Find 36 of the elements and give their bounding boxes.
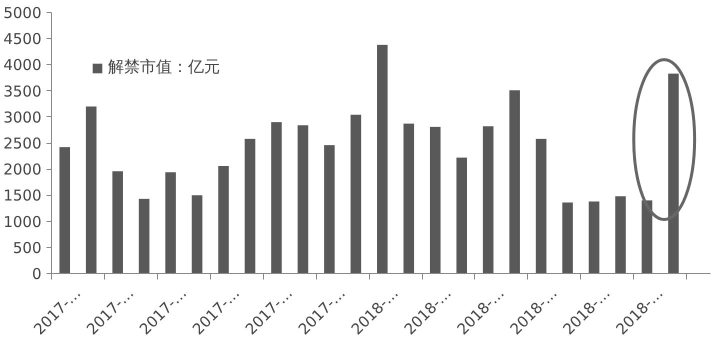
bar <box>430 126 441 274</box>
y-tick-label: 500 <box>12 238 42 257</box>
y-tick-label: 2000 <box>3 160 42 179</box>
bar <box>298 125 308 274</box>
bar <box>562 202 573 274</box>
bar <box>668 74 679 274</box>
bar <box>244 138 256 274</box>
bar <box>350 114 362 274</box>
bar <box>482 126 494 274</box>
bar <box>59 147 70 274</box>
bar <box>112 171 123 274</box>
y-tick-label: 0 <box>32 265 42 283</box>
bar <box>192 195 202 274</box>
y-tick-label: 1500 <box>3 186 42 205</box>
bar <box>218 166 229 274</box>
bar <box>271 122 282 274</box>
bar <box>615 196 626 274</box>
bar <box>138 198 150 274</box>
bar <box>165 172 176 274</box>
y-tick-label: 3500 <box>3 82 42 100</box>
bar <box>324 145 335 274</box>
bar <box>403 124 414 274</box>
bar <box>642 200 652 274</box>
bar <box>377 44 388 274</box>
y-tick-label: 3000 <box>3 108 42 126</box>
bar <box>509 90 520 274</box>
y-tick-label: 5000 <box>3 4 42 22</box>
bar <box>588 201 600 274</box>
bar <box>536 138 546 274</box>
y-tick-label: 4500 <box>3 30 42 48</box>
bar <box>86 106 96 274</box>
legend-label: 解禁市值：亿元 <box>108 57 220 78</box>
y-tick-label: 2500 <box>3 134 42 152</box>
bar <box>456 158 468 274</box>
y-tick-label: 1000 <box>3 212 42 231</box>
y-tick-label: 4000 <box>3 56 42 74</box>
